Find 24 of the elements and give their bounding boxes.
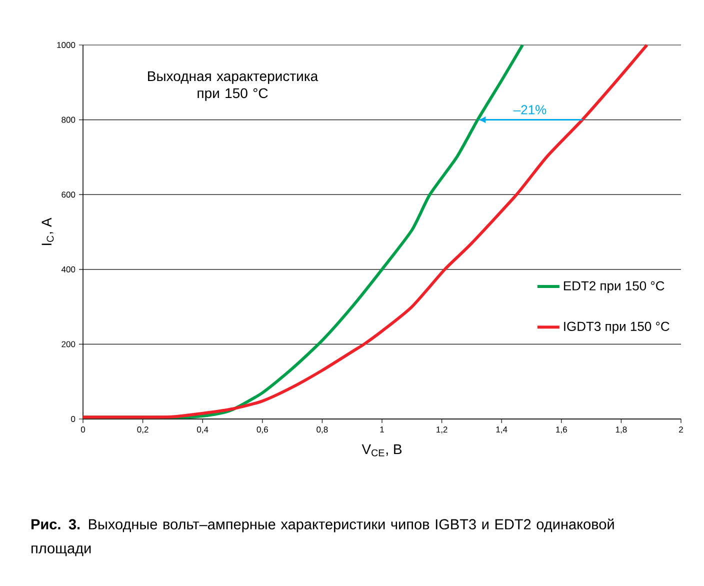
x-tick-label: 0,8 [316,426,328,434]
y-tick-label: 600 [62,192,76,198]
annotation: Выходная характеристика при 150 °C [148,71,318,101]
legend-label: IGDT3 при 150 °C [564,322,670,334]
y-tick-label: 200 [62,341,76,348]
y-tick-label: 0 [71,416,76,422]
x-tick-label: 0,2 [137,426,148,434]
x-tick-label: 1,4 [496,426,508,434]
y-tick-label: 1000 [57,42,76,48]
x-tick-label: 1,8 [616,426,627,434]
y-tick-label: 400 [61,266,76,272]
x-tick-label: 0,6 [256,426,268,434]
y-axis-title: I$_{C}$, A [42,218,54,246]
legend-label: EDT2 при 150 °C [564,281,664,293]
x-tick-label: 1,6 [556,426,567,434]
text: Рис. 3. Выходные вольт–амперные характеристики чипов IGBT3 и EDT2 одинаковой площади [32,518,614,556]
x-tick-label: 1,2 [436,426,448,434]
x-axis-title: V$_{CE}$, В [362,444,402,456]
y-tick-label: 800 [62,116,76,123]
annotation: –21% [513,105,546,114]
x-tick-label: 2 [679,426,683,432]
x-tick-label: 0,4 [197,426,208,434]
x-tick-label: 1 [380,426,384,432]
x-tick-label: 0 [80,426,86,433]
